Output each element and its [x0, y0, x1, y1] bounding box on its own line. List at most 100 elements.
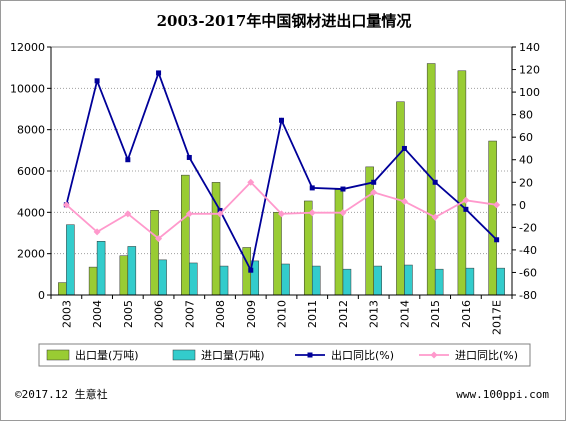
legend-label: 进口同比(%) — [455, 349, 518, 362]
export-bar — [303, 200, 313, 296]
right-tick-label: 0 — [519, 199, 526, 212]
export-yoy-point — [371, 179, 377, 185]
import-yoy-point — [278, 210, 285, 218]
export-bar — [119, 255, 129, 296]
legend: 出口量(万吨) 进口量(万吨) 出口同比(%) 进口同比(%) — [46, 348, 518, 362]
right-tick-label: 40 — [519, 154, 533, 167]
import-yoy-point — [247, 178, 255, 186]
import-yoy-point — [462, 196, 470, 204]
x-tick-label: 2012 — [337, 300, 350, 328]
export-yoy-point — [125, 157, 131, 163]
import-yoy-point — [185, 210, 193, 218]
import-bar — [158, 259, 167, 296]
right-tick-label: -40 — [519, 244, 537, 257]
right-tick-label: 140 — [519, 41, 540, 54]
import-yoy-point — [308, 209, 316, 217]
right-tick-label: 20 — [519, 176, 533, 189]
export-bar — [58, 282, 67, 296]
import-bar — [311, 265, 321, 296]
import-bar — [404, 264, 413, 296]
left-tick-label: 0 — [38, 289, 45, 302]
left-tick-label: 10000 — [10, 82, 45, 95]
legend-box — [38, 343, 531, 367]
export-bar — [365, 166, 374, 296]
import-yoy-point — [431, 213, 439, 221]
import-yoy-point — [339, 209, 347, 217]
import-bar — [127, 246, 137, 296]
x-tick-label: 2009 — [245, 300, 258, 328]
export-yoy-point — [432, 179, 438, 185]
import-bar — [465, 267, 475, 296]
x-tick-label: 2005 — [122, 300, 135, 328]
import-yoy-point — [400, 197, 408, 205]
x-tick-label: 2017E — [491, 300, 504, 335]
export-bar — [273, 212, 282, 296]
legend-marker — [307, 352, 313, 358]
import-bar — [66, 224, 75, 296]
legend-label: 出口量(万吨) — [75, 348, 139, 362]
x-tick-label: 2016 — [460, 300, 473, 328]
export-yoy-point — [279, 117, 284, 123]
right-tick-label: 100 — [519, 86, 540, 99]
import-bar — [281, 263, 290, 296]
legend-label: 进口量(万吨) — [201, 349, 265, 362]
series-lines — [62, 70, 501, 273]
import-bar — [189, 262, 198, 296]
export-yoy-point — [340, 186, 346, 192]
import-bar — [373, 265, 382, 296]
right-tick-label: 120 — [519, 64, 540, 77]
chart-title: 2003-2017年中国钢材进出口量情况 — [157, 12, 412, 30]
left-tick-label: 2000 — [17, 248, 45, 261]
import-bar — [342, 268, 352, 296]
right-tick-label: -20 — [519, 221, 537, 234]
website-text: www.100ppi.com — [456, 388, 549, 401]
left-tick-label: 8000 — [17, 124, 45, 137]
legend-swatch — [172, 349, 196, 361]
export-yoy-point — [248, 267, 254, 273]
import-bar — [496, 267, 505, 296]
export-yoy-point — [463, 206, 469, 212]
export-bar — [88, 266, 98, 296]
export-bar — [457, 70, 467, 296]
import-bar — [434, 268, 444, 296]
export-bar — [334, 189, 344, 296]
export-bar — [150, 210, 159, 296]
x-tick-label: 2015 — [429, 300, 442, 328]
x-tick-label: 2007 — [183, 300, 196, 328]
import-yoy-point — [216, 210, 224, 218]
export-yoy-point — [309, 185, 315, 191]
x-tick-label: 2006 — [153, 300, 166, 328]
import-yoy-point — [155, 235, 163, 243]
import-yoy-point — [493, 201, 501, 209]
export-yoy-point — [94, 78, 100, 84]
import-yoy-point — [93, 228, 101, 236]
export-yoy-point — [494, 237, 500, 243]
x-tick-label: 2003 — [60, 300, 73, 328]
legend-label: 出口同比(%) — [331, 348, 394, 362]
x-tick-label: 2014 — [398, 300, 411, 328]
x-tick-label: 2010 — [276, 300, 289, 328]
right-tick-label: 80 — [519, 109, 533, 122]
legend-swatch — [46, 349, 70, 361]
x-tick-label: 2004 — [91, 300, 104, 328]
left-tick-label: 6000 — [17, 165, 45, 178]
right-tick-label: -60 — [519, 266, 537, 279]
x-tick-label: 2013 — [368, 300, 381, 328]
import-bar — [219, 265, 229, 296]
export-yoy-point — [156, 70, 162, 76]
left-tick-label: 12000 — [10, 41, 45, 54]
copyright-text: ©2017.12 生意社 — [15, 387, 108, 401]
right-tick-label: 60 — [519, 131, 533, 144]
legend-marker — [430, 351, 438, 359]
export-yoy-point — [186, 154, 192, 160]
import-yoy-point — [62, 201, 70, 209]
export-bar — [181, 174, 190, 296]
export-yoy-point — [401, 145, 407, 151]
x-tick-label: 2008 — [214, 300, 227, 328]
axes: 0 2000 4000 6000 8000 10000 12000 -80 -60 -40 -20 0… — [10, 41, 540, 335]
import-yoy-point — [370, 188, 378, 196]
export-bar — [426, 63, 436, 296]
right-tick-label: -80 — [519, 289, 537, 302]
